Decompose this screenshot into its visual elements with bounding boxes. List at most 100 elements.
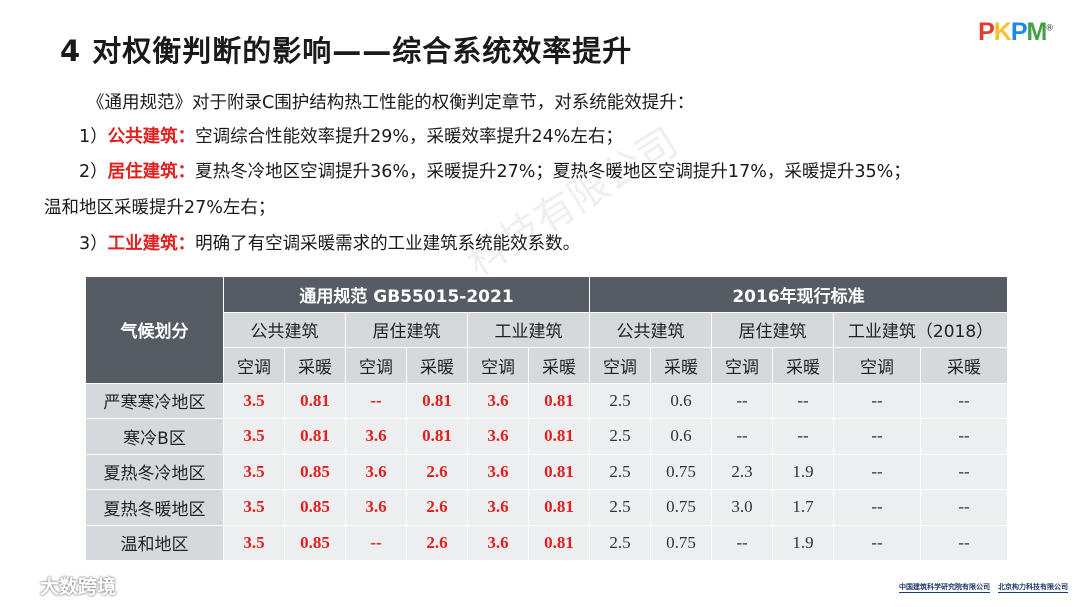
table-cell: 3.6 [467, 453, 529, 490]
table-cell: 0.75 [650, 453, 712, 490]
table-cell: 0.81 [528, 382, 590, 419]
table-header-row-3: 空调 采暖 空调 采暖 空调 采暖 空调 采暖 空调 采暖 空调 采暖 [86, 347, 1009, 384]
table-cell: 3.6 [467, 489, 529, 526]
table-cell: 0.85 [284, 524, 346, 561]
zone-label: 严寒寒冷地区 [85, 382, 224, 419]
table-cell: 3.5 [223, 453, 285, 490]
item-residential-continued: 温和地区采暖提升27%左右； [44, 198, 276, 218]
table-cell: 0.85 [284, 453, 346, 490]
table-cell: -- [919, 524, 1009, 561]
type-header: 居住建筑 [345, 311, 468, 348]
zone-label: 夏热冬暖地区 [85, 489, 224, 526]
item-residential-label: 居住建筑： [107, 162, 196, 182]
table-cell: 3.6 [345, 418, 407, 455]
type-header: 公共建筑 [589, 311, 712, 348]
table-cell: 0.6 [650, 418, 712, 455]
logo-letter-k: K [993, 18, 1012, 46]
table-header-row-2: 公共建筑 居住建筑 工业建筑 公共建筑 居住建筑 工业建筑（2018） [86, 311, 1009, 348]
sub-header: 空调 [223, 347, 285, 384]
table-cell: -- [772, 418, 834, 455]
table-body: 严寒寒冷地区 3.5 0.81 -- 0.81 3.6 0.81 2.5 0.6 -- -- -- --… [85, 382, 1009, 561]
table-cell: 0.81 [284, 418, 346, 455]
zone-label: 寒冷B区 [85, 418, 224, 455]
table-cell: 2.6 [406, 489, 468, 526]
table-cell: 0.81 [528, 489, 590, 526]
table-cell: 1.9 [772, 524, 834, 561]
table-cell: 3.5 [223, 418, 285, 455]
item-residential: 2）居住建筑：夏热冬冷地区空调提升36%，采暖提升27%；夏热冬暖地区空调提升1… [79, 161, 911, 183]
type-header: 居住建筑 [711, 311, 834, 348]
sub-header: 空调 [345, 347, 407, 384]
intro-text: 《通用规范》对于附录C围护结构热工性能的权衡判定章节，对系统能效提升： [87, 93, 695, 113]
zone-label: 夏热冬冷地区 [85, 453, 224, 490]
group-header-new: 通用规范 GB55015-2021 [223, 276, 590, 313]
footer-org-cabr: 中国建筑科学研究院有限公司 [899, 583, 990, 593]
table-cell: 3.6 [345, 453, 407, 490]
sub-header: 采暖 [406, 347, 468, 384]
item-public: 1）公共建筑：空调综合性能效率提升29%，采暖效率提升24%左右； [79, 126, 623, 148]
table-row: 严寒寒冷地区 3.5 0.81 -- 0.81 3.6 0.81 2.5 0.6 -- -- -- -- [85, 382, 1009, 419]
footer-brand: 大数跨境 [12, 572, 116, 599]
item-industrial-label: 工业建筑： [107, 234, 196, 254]
item-residential-text: 夏热冬冷地区空调提升36%，采暖提升27%；夏热冬暖地区空调提升17%，采暖提升… [195, 162, 911, 182]
logo-registered: ® [1046, 22, 1053, 33]
item-industrial-text: 明确了有空调采暖需求的工业建筑系统能效系数。 [195, 234, 581, 254]
table-cell: 2.6 [406, 524, 468, 561]
item-public-label: 公共建筑： [107, 127, 196, 147]
table-cell: 2.6 [406, 453, 468, 490]
footer-brand-text: 大数跨境 [40, 576, 117, 598]
table-cell: 1.9 [772, 453, 834, 490]
sub-header: 采暖 [528, 347, 590, 384]
table-cell: -- [833, 382, 921, 419]
chat-bubble-icon [12, 578, 36, 597]
table-cell: -- [345, 382, 407, 419]
table-cell: 0.75 [650, 524, 712, 561]
table-cell: 3.6 [467, 382, 529, 419]
table-cell: -- [919, 418, 1009, 455]
sub-header: 空调 [589, 347, 651, 384]
table-row: 夏热冬暖地区 3.5 0.85 3.6 2.6 3.6 0.81 2.5 0.75 3.0 1.7-… [85, 489, 1009, 526]
group-header-old: 2016年现行标准 [588, 276, 1009, 313]
table-cell: 3.5 [223, 489, 285, 526]
table-cell: 0.85 [284, 489, 346, 526]
sub-header: 采暖 [772, 347, 834, 384]
page-title: 4 对权衡判断的影响——综合系统效率提升 [60, 34, 633, 68]
type-header: 公共建筑 [223, 311, 346, 348]
table-cell: 0.81 [528, 418, 590, 455]
logo-letter-p2: P [1010, 18, 1028, 46]
table-row: 夏热冬冷地区 3.5 0.85 3.6 2.6 3.6 0.81 2.5 0.75 2.3 1.9-… [85, 453, 1009, 490]
table-cell: 2.5 [589, 418, 651, 455]
zone-label: 温和地区 [85, 524, 224, 561]
table-cell: -- [345, 524, 407, 561]
table-cell: 0.81 [528, 453, 590, 490]
sub-header: 采暖 [650, 347, 712, 384]
table-cell: 2.5 [589, 489, 651, 526]
footer-orgs: 中国建筑科学研究院有限公司 北京构力科技有限公司 [899, 582, 1068, 593]
table-cell: 2.5 [589, 524, 651, 561]
table-cell: 3.0 [711, 489, 773, 526]
table-header-row-1: 气候划分 通用规范 GB55015-2021 2016年现行标准 [85, 276, 1009, 384]
table-cell: -- [919, 382, 1009, 419]
table-cell: -- [919, 453, 1009, 490]
pkpm-logo: PKPM® [978, 18, 1053, 47]
table-cell: 0.81 [406, 418, 468, 455]
table-cell: -- [772, 382, 834, 419]
sub-header: 空调 [467, 347, 529, 384]
table-cell: 2.5 [589, 453, 651, 490]
table-cell: 0.75 [650, 489, 712, 526]
item-industrial-num: 3） [79, 234, 108, 254]
table-cell: 0.6 [650, 382, 712, 419]
sub-header: 空调 [711, 347, 773, 384]
table-cell: -- [919, 489, 1009, 526]
table-row: 寒冷B区 3.5 0.81 3.6 0.81 3.6 0.81 2.5 0.6 -- -- -- -- [85, 418, 1009, 455]
table-cell: -- [711, 382, 773, 419]
item-public-text: 空调综合性能效率提升29%，采暖效率提升24%左右； [195, 127, 623, 147]
efficiency-table: 气候划分 通用规范 GB55015-2021 2016年现行标准 公共建筑 居住… [85, 276, 1009, 561]
table-cell: 1.7 [772, 489, 834, 526]
item-residential-num: 2） [79, 162, 108, 182]
sub-header: 采暖 [284, 347, 346, 384]
table-cell: 0.81 [528, 524, 590, 561]
sub-header: 空调 [833, 347, 921, 384]
table-cell: 0.81 [406, 382, 468, 419]
table-cell: -- [711, 524, 773, 561]
